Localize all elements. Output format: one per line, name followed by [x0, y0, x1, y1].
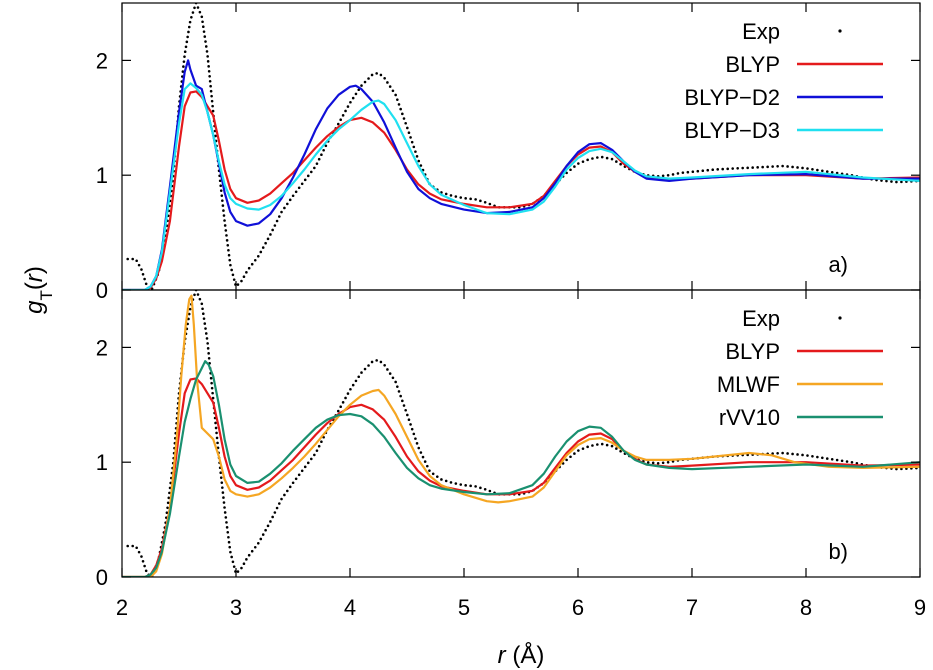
- series-line-0-2: [122, 59, 920, 290]
- series-line-0-3: [122, 82, 920, 290]
- x-tick-label-7: 9: [914, 595, 926, 620]
- legend-label-0-0: Exp: [742, 19, 780, 44]
- x-tick-label-2: 4: [344, 595, 356, 620]
- series-line-0-1: [122, 90, 920, 290]
- y-tick-label-1-2: 2: [96, 335, 108, 360]
- legend-label-1-3: rVV10: [719, 405, 780, 430]
- x-axis-title: r (Å): [498, 641, 545, 669]
- series-line-1-2: [122, 294, 920, 577]
- legend-swatch-0-0: [838, 29, 842, 33]
- legend-label-1-1: BLYP: [725, 339, 780, 364]
- legend-label-0-3: BLYP−D3: [684, 118, 780, 143]
- y-tick-label-1-0: 0: [96, 565, 108, 590]
- series-line-1-1: [122, 377, 920, 577]
- series-line-1-3: [122, 360, 920, 577]
- legend-label-0-2: BLYP−D2: [684, 85, 780, 110]
- plot-frame-0: [121, 2, 921, 291]
- panel-label-1: b): [828, 539, 848, 564]
- y-tick-label-0-2: 2: [96, 48, 108, 73]
- x-tick-label-4: 6: [572, 595, 584, 620]
- y-tick-label-1-1: 1: [96, 450, 108, 475]
- series-line-0-0: [126, 3, 920, 290]
- legend-label-1-2: MLWF: [717, 372, 780, 397]
- legend-swatch-1-0: [838, 316, 842, 320]
- legend-label-1-0: Exp: [742, 306, 780, 331]
- y-tick-label-0-0: 0: [96, 278, 108, 303]
- panel-label-0: a): [828, 252, 848, 277]
- series-line-1-0: [126, 290, 920, 577]
- legend-label-0-1: BLYP: [725, 52, 780, 77]
- plot-frame-1: [121, 289, 921, 578]
- x-tick-label-0: 2: [116, 595, 128, 620]
- y-tick-label-0-1: 1: [96, 163, 108, 188]
- x-tick-label-3: 5: [458, 595, 470, 620]
- x-tick-label-5: 7: [686, 595, 698, 620]
- x-tick-label-1: 3: [230, 595, 242, 620]
- y-axis-title: gT(r): [21, 266, 56, 314]
- x-tick-label-6: 8: [800, 595, 812, 620]
